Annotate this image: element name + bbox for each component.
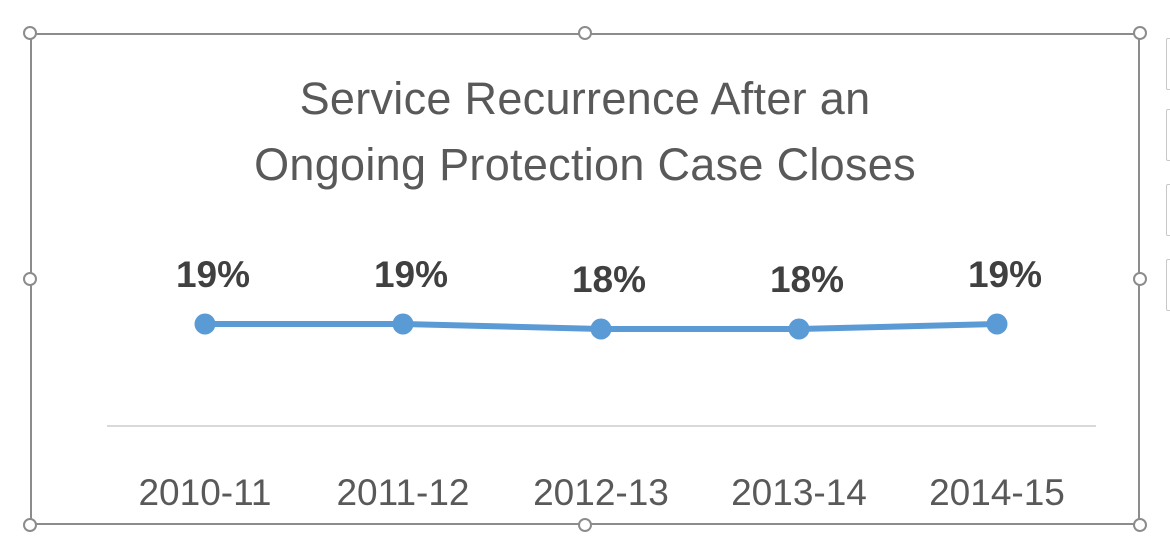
resize-handle-top-left[interactable]: [23, 26, 37, 40]
data-point-marker[interactable]: [788, 318, 810, 340]
chart-styles-button[interactable]: [1166, 109, 1170, 161]
chart-frame[interactable]: [30, 33, 1140, 525]
chart-layout-button[interactable]: [1166, 259, 1170, 311]
resize-handle-bottom-left[interactable]: [23, 518, 37, 532]
data-label[interactable]: 19%: [176, 254, 250, 295]
data-point-marker[interactable]: [590, 318, 612, 340]
x-tick-label: 2011-12: [336, 472, 469, 513]
x-tick-label: 2014-15: [929, 472, 1065, 513]
data-label[interactable]: 18%: [572, 259, 646, 300]
x-tick-label: 2012-13: [533, 472, 669, 513]
data-point-marker[interactable]: [194, 313, 216, 335]
x-tick-label: 2013-14: [731, 472, 867, 513]
data-label[interactable]: 18%: [770, 259, 844, 300]
resize-handle-middle-right[interactable]: [1133, 272, 1147, 286]
chart-filters-button[interactable]: [1166, 184, 1170, 236]
chart-elements-button[interactable]: [1166, 38, 1170, 90]
resize-handle-bottom-right[interactable]: [1133, 518, 1147, 532]
resize-handle-top-center[interactable]: [578, 26, 592, 40]
data-point-marker[interactable]: [392, 313, 414, 335]
data-point-marker[interactable]: [986, 313, 1008, 335]
resize-handle-top-right[interactable]: [1133, 26, 1147, 40]
x-tick-label: 2010-11: [138, 472, 271, 513]
data-label[interactable]: 19%: [968, 254, 1042, 295]
data-label[interactable]: 19%: [374, 254, 448, 295]
resize-handle-bottom-center[interactable]: [578, 518, 592, 532]
chart-title[interactable]: Service Recurrence After an Ongoing Prot…: [254, 73, 916, 190]
resize-handle-middle-left[interactable]: [23, 272, 37, 286]
